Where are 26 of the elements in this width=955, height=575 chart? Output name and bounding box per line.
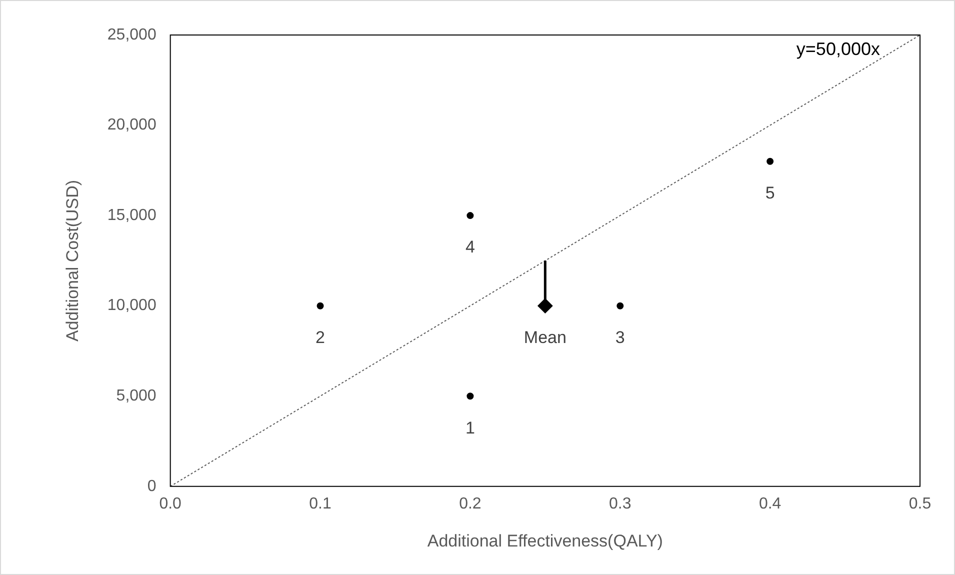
annotation: 2 bbox=[316, 328, 326, 348]
y-tick-label: 25,000 bbox=[107, 26, 156, 44]
x-tick-label: 0.2 bbox=[459, 495, 482, 512]
x-tick-label: 0.5 bbox=[908, 495, 932, 512]
annotation: 3 bbox=[615, 328, 625, 348]
x-tick-label: 0.4 bbox=[758, 495, 782, 512]
annotation: 5 bbox=[765, 184, 775, 203]
point bbox=[766, 158, 774, 165]
point bbox=[316, 302, 324, 310]
annotation: y=50,000x bbox=[796, 38, 880, 59]
annotation: 1 bbox=[465, 418, 475, 438]
x-tick-label: 0.1 bbox=[309, 495, 332, 512]
x-tick-label: 0.3 bbox=[609, 495, 632, 512]
y-tick-label: 0 bbox=[147, 478, 156, 495]
x-axis-title: Additional Effectiveness(QALY) bbox=[427, 531, 663, 550]
y-tick-label: 15,000 bbox=[107, 206, 156, 224]
x-tick-label: 0.0 bbox=[159, 495, 182, 512]
y-axis-title: Additional Cost(USD) bbox=[62, 180, 82, 342]
point bbox=[466, 212, 474, 220]
point bbox=[466, 392, 474, 400]
annotation: Mean bbox=[524, 328, 566, 348]
annotation: 4 bbox=[465, 238, 475, 257]
y-tick-label: 10,000 bbox=[107, 297, 156, 314]
point bbox=[616, 302, 624, 310]
y-tick-label: 20,000 bbox=[107, 116, 156, 134]
y-tick-label: 5,000 bbox=[116, 388, 156, 405]
